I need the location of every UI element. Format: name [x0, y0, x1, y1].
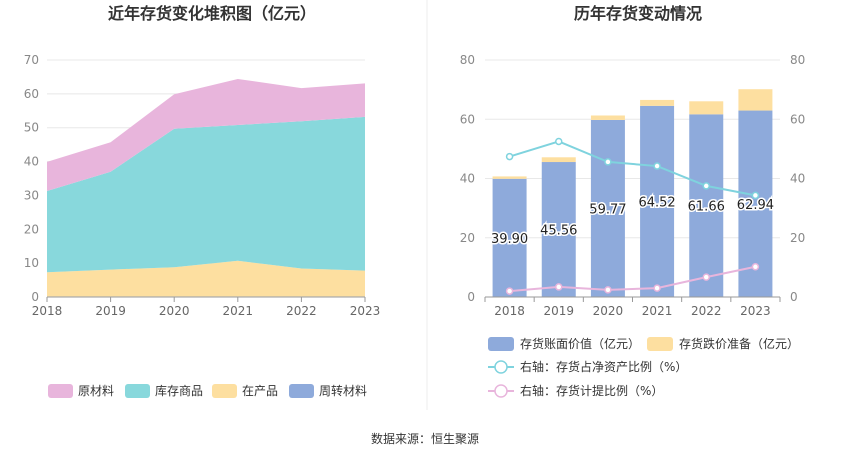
right-y-tick-label: 20	[460, 231, 475, 245]
left-x-tick-label: 2020	[159, 304, 190, 318]
bar-impairment-reserve	[689, 101, 724, 115]
bar-impairment-reserve	[640, 99, 675, 106]
legend-swatch-inventory-value	[488, 337, 514, 351]
bar-inventory-value	[689, 114, 724, 298]
line-point-1	[604, 286, 612, 294]
left-y-tick-label: 0	[31, 290, 39, 304]
right-y2-tick-label: 20	[790, 231, 805, 245]
bar-data-label: 39.90	[491, 232, 528, 247]
line-point-0	[604, 158, 612, 166]
right-y2-tick-label: 60	[790, 112, 805, 126]
bar-inventory-value	[590, 119, 625, 298]
right-y2-tick-label: 40	[790, 172, 805, 186]
bar-data-label: 64.52	[638, 195, 675, 210]
area-库存商品	[47, 116, 365, 273]
bar-impairment-reserve	[541, 157, 576, 163]
line-point-1	[702, 273, 710, 281]
legend-label-库存商品: 库存商品	[155, 383, 203, 398]
right-x-tick-label: 2023	[740, 304, 771, 318]
legend-swatch-周转材料	[289, 384, 314, 398]
bar-impairment-reserve	[738, 89, 773, 111]
right-y2-tick-label: 80	[790, 53, 805, 67]
right-x-tick-label: 2020	[593, 304, 624, 318]
line-series-1	[509, 265, 756, 293]
line-point-1	[653, 284, 661, 292]
left-x-tick-label: 2018	[32, 304, 63, 318]
legend-label-line-0: 右轴：存货占净资产比例（%）	[520, 359, 687, 374]
legend-marker-0	[494, 360, 508, 374]
left-y-tick-label: 10	[24, 256, 39, 270]
left-x-tick-label: 2021	[223, 304, 254, 318]
line-point-1	[751, 263, 760, 271]
legend-swatch-原材料	[48, 384, 73, 398]
bar-data-label: 61.66	[688, 200, 725, 215]
right-x-tick-label: 2022	[691, 304, 722, 318]
left-y-tick-label: 20	[24, 222, 39, 236]
area-原材料	[47, 78, 365, 192]
line-point-1	[505, 287, 514, 295]
line-point-0	[653, 162, 661, 170]
left-y-tick-label: 70	[24, 53, 39, 67]
line-point-1	[555, 283, 563, 291]
legend-label-line-1: 右轴：存货计提比例（%）	[520, 383, 663, 398]
bar-data-label: 45.56	[540, 224, 577, 239]
bar-inventory-value	[640, 105, 675, 297]
right-x-tick-label: 2019	[543, 304, 574, 318]
legend-swatch-在产品	[212, 384, 237, 398]
legend-label-在产品: 在产品	[242, 384, 278, 398]
right-y-tick-label: 60	[460, 112, 475, 126]
right-x-tick-label: 2018	[494, 304, 525, 318]
legend-swatch-impairment-reserve	[647, 337, 673, 351]
data-source: 数据来源：恒生聚源	[370, 432, 479, 446]
area-在产品	[47, 260, 365, 297]
left-chart-title: 近年存货变化堆积图（亿元）	[108, 4, 316, 23]
bar-impairment-reserve	[590, 115, 625, 120]
left-x-tick-label: 2022	[286, 304, 317, 318]
left-y-tick-label: 60	[24, 87, 39, 101]
bar-inventory-value	[492, 178, 527, 297]
right-x-tick-label: 2021	[642, 304, 673, 318]
left-y-tick-label: 40	[24, 155, 39, 169]
bar-data-label: 62.94	[737, 198, 774, 213]
right-y-tick-label: 40	[460, 172, 475, 186]
right-chart-title: 历年存货变动情况	[574, 4, 702, 23]
line-point-0	[751, 191, 760, 200]
legend-swatch-库存商品	[125, 384, 150, 398]
line-point-0	[505, 152, 514, 161]
line-point-0	[702, 182, 710, 190]
left-y-tick-label: 30	[24, 188, 39, 202]
legend-label-impairment-reserve: 存货跌价准备（亿元）	[679, 336, 799, 351]
bar-inventory-value	[541, 162, 576, 297]
left-x-tick-label: 2023	[350, 304, 381, 318]
right-y-tick-label: 80	[460, 53, 475, 67]
bar-impairment-reserve	[492, 176, 527, 179]
right-y-tick-label: 0	[467, 290, 475, 304]
legend-label-周转材料: 周转材料	[319, 383, 367, 398]
legend-label-原材料: 原材料	[78, 384, 114, 398]
line-point-0	[555, 137, 563, 146]
left-y-tick-label: 50	[24, 121, 39, 135]
legend-label-inventory-value: 存货账面价值（亿元）	[520, 336, 640, 351]
right-y2-tick-label: 0	[790, 290, 798, 304]
bar-data-label: 59.77	[589, 202, 626, 217]
left-x-tick-label: 2019	[95, 304, 126, 318]
legend-marker-1	[494, 384, 508, 398]
line-series-0	[509, 140, 756, 197]
